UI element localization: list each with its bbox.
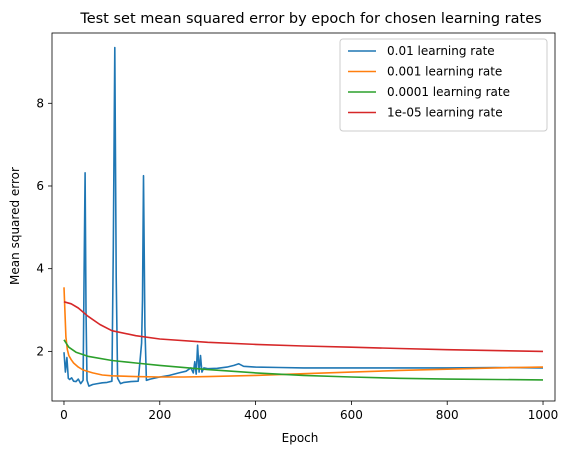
- x-tick-label: 600: [340, 408, 363, 422]
- y-tick-label: 6: [36, 179, 44, 193]
- series-line-2: [63, 339, 544, 381]
- series-line-0: [63, 46, 544, 387]
- chart-title: Test set mean squared error by epoch for…: [79, 11, 541, 27]
- x-tick-label: 800: [436, 408, 459, 422]
- y-tick-label: 8: [36, 96, 44, 110]
- legend: 0.01 learning rate 0.001 learning rate 0.0…: [339, 38, 548, 132]
- plot-frame: [51, 32, 556, 402]
- x-axis-ticks: 0 200 400 600 800 1000: [60, 401, 558, 422]
- x-tick-label: 1000: [528, 408, 559, 422]
- x-tick-label: 400: [244, 408, 267, 422]
- series-line-1: [63, 287, 544, 378]
- x-tick-label: 0: [60, 408, 68, 422]
- legend-box: [339, 38, 548, 132]
- legend-label: 0.0001 learning rate: [387, 85, 510, 99]
- y-axis-ticks: 2 4 6 8: [36, 96, 52, 358]
- legend-label: 1e-05 learning rate: [387, 106, 503, 120]
- x-axis-label: Epoch: [282, 431, 319, 445]
- plot-area: [51, 32, 556, 402]
- y-tick-label: 4: [36, 262, 44, 276]
- x-tick-label: 200: [148, 408, 171, 422]
- series-line-3: [63, 301, 544, 353]
- y-axis-label: Mean squared error: [8, 167, 22, 285]
- legend-label: 0.01 learning rate: [387, 44, 495, 58]
- legend-label: 0.001 learning rate: [387, 65, 502, 79]
- y-tick-label: 2: [36, 344, 44, 358]
